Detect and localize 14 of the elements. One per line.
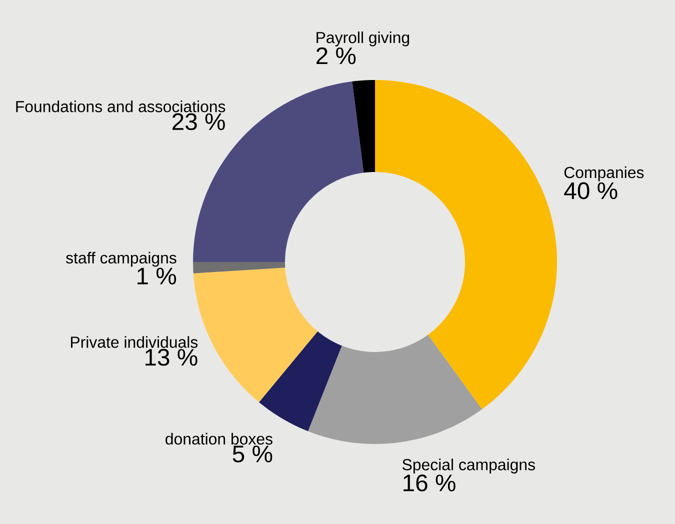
slice-label: donation boxes [166,432,272,445]
data-label: 13 % [146,348,198,366]
slice-label: staff campaigns [66,252,176,267]
slice-label: Private individuals [71,336,198,348]
slice-label: Payroll giving [316,31,410,46]
data-label: 1 % [138,268,176,284]
slice-label: Special campaigns [402,458,535,474]
data-label: 16 % [404,474,456,492]
slice-label: Companies [564,166,644,182]
data-label: 23 % [172,113,225,130]
data-label: 2 % [316,47,356,64]
data-label: 40 % [564,182,618,200]
slice-label: Foundations and associations [16,100,226,112]
data-label: 5 % [232,446,272,462]
